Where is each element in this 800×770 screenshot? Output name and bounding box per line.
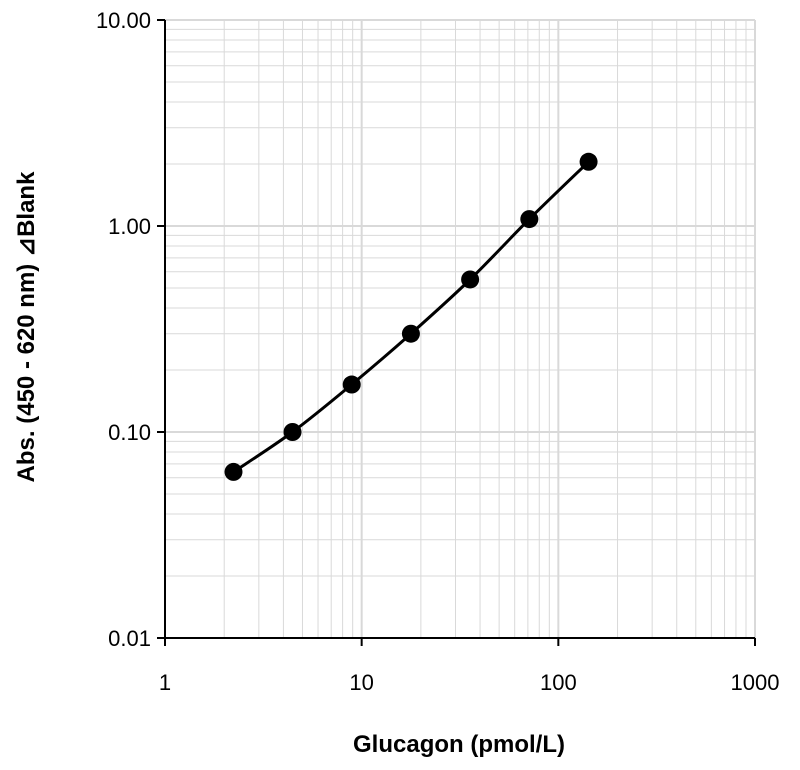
y-axis-title: Abs. (450 - 620 nm) ⊿Blank — [13, 171, 40, 483]
data-point — [401, 324, 420, 343]
y-tick-label: 0.01 — [108, 626, 151, 651]
data-point — [283, 423, 302, 441]
y-tick-labels: 0.01 0.10 1.00 10.00 — [96, 8, 151, 651]
data-point — [520, 210, 539, 229]
data-point — [579, 152, 598, 171]
x-tick-label: 1 — [159, 670, 171, 695]
data-point — [224, 462, 243, 481]
y-tick-label: 0.10 — [108, 420, 151, 445]
x-tick-label: 1000 — [731, 670, 780, 695]
y-tick-label: 1.00 — [108, 214, 151, 239]
x-tick-label: 10 — [349, 670, 373, 695]
x-tick-label: 100 — [540, 670, 577, 695]
chart-axes — [157, 19, 756, 646]
data-points — [224, 152, 598, 481]
data-point — [342, 375, 361, 394]
x-axis-title: Glucagon (pmol/L) — [353, 731, 565, 758]
x-tick-labels: 1 10 100 1000 — [159, 670, 780, 695]
data-point — [461, 270, 480, 289]
y-tick-label: 10.00 — [96, 8, 151, 33]
chart-grid — [165, 19, 756, 638]
